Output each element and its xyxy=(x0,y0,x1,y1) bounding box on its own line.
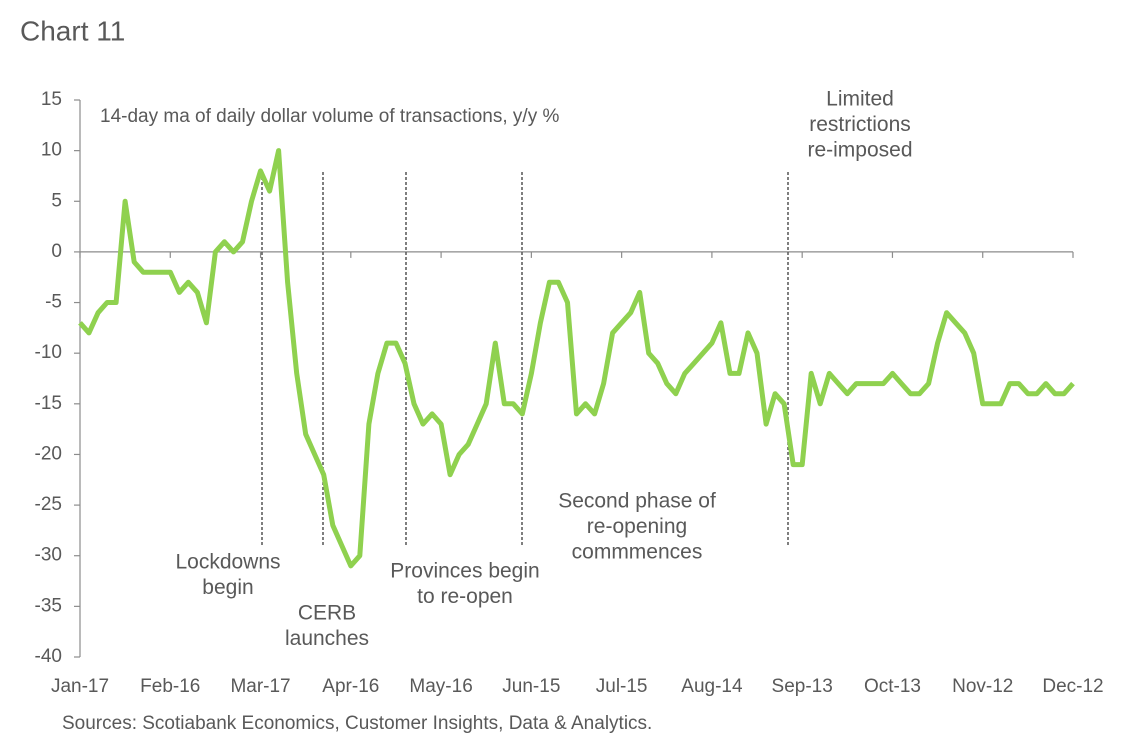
x-tick-label: Sep-13 xyxy=(772,676,833,697)
y-tick-label: 15 xyxy=(41,89,62,110)
y-tick-label: -25 xyxy=(35,494,62,515)
y-tick-label: -15 xyxy=(35,393,62,414)
annotation: Second phase of xyxy=(558,490,716,513)
x-tick-label: Aug-14 xyxy=(681,676,743,697)
x-tick-label: Jan-17 xyxy=(51,676,109,697)
x-tick-label: Jun-15 xyxy=(502,676,560,697)
data-line xyxy=(78,148,1075,569)
chart-title: Chart 11 xyxy=(20,15,125,46)
y-tick-label: -10 xyxy=(35,342,62,363)
annotation: to re-open xyxy=(417,585,513,608)
y-tick-label: -40 xyxy=(35,646,62,667)
y-tick-label: 5 xyxy=(51,190,62,211)
annotation: Provinces begin xyxy=(390,560,539,583)
annotation: launches xyxy=(285,627,369,650)
x-tick-label: Oct-13 xyxy=(864,676,921,697)
x-tick-label: Nov-12 xyxy=(952,676,1013,697)
x-tick-label: Mar-17 xyxy=(230,676,290,697)
annotation: commmences xyxy=(572,541,703,564)
annotation: begin xyxy=(202,576,253,599)
y-tick-label: -30 xyxy=(35,545,62,566)
x-tick-label: Jul-15 xyxy=(596,676,648,697)
source-note: Sources: Scotiabank Economics, Customer … xyxy=(62,713,652,734)
x-tick-label: Dec-12 xyxy=(1042,676,1103,697)
annotation: CERB xyxy=(298,602,356,625)
annotation: re-opening xyxy=(587,515,687,538)
y-tick-label: 0 xyxy=(51,241,62,262)
annotation: re-imposed xyxy=(807,139,912,162)
annotation: restrictions xyxy=(809,113,911,136)
chart-subtitle: 14-day ma of daily dollar volume of tran… xyxy=(100,106,559,127)
x-tick-label: May-16 xyxy=(409,676,472,697)
annotation: Limited xyxy=(826,88,894,111)
y-tick-label: -35 xyxy=(35,595,62,616)
x-tick-label: Feb-16 xyxy=(140,676,200,697)
x-tick-label: Apr-16 xyxy=(322,676,379,697)
y-tick-label: -20 xyxy=(35,443,62,464)
y-tick-label: -5 xyxy=(45,292,62,313)
annotation: Lockdowns xyxy=(175,551,280,574)
y-tick-label: 10 xyxy=(41,140,62,161)
